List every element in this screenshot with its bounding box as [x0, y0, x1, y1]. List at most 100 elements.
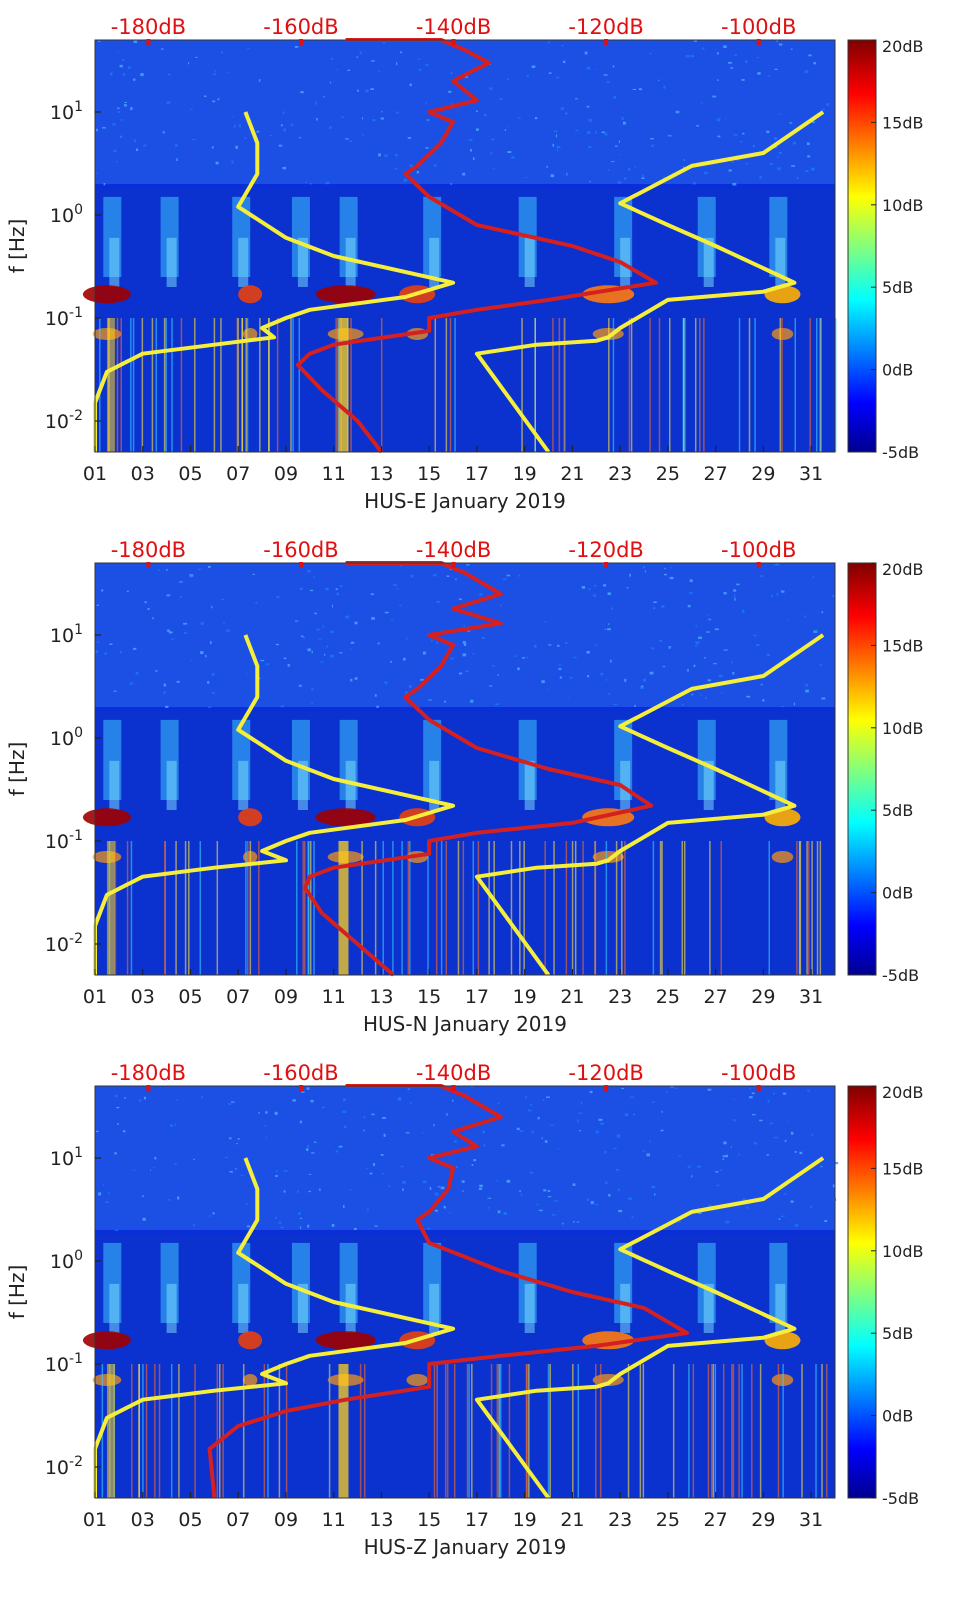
noise-speck — [560, 107, 565, 110]
noise-speck — [805, 689, 809, 693]
noise-speck — [225, 629, 230, 632]
noise-speck — [372, 1163, 375, 1166]
noise-speck — [677, 1220, 681, 1223]
colorbar-label: 5dB — [882, 278, 913, 297]
transient — [642, 1363, 645, 1498]
noise-speck — [547, 40, 550, 44]
noise-speck — [425, 102, 427, 105]
noise-speck — [378, 70, 380, 73]
noise-speck — [391, 619, 394, 622]
noise-speck — [174, 144, 178, 147]
transient — [801, 1363, 803, 1498]
y-tick-label: 101 — [50, 622, 83, 647]
noise-speck — [780, 705, 784, 708]
transient — [681, 840, 684, 975]
transient — [164, 840, 166, 975]
noise-speck — [142, 1217, 146, 1221]
transient — [445, 840, 448, 975]
noise-speck — [296, 1190, 299, 1193]
noise-speck — [336, 69, 338, 71]
noise-speck — [783, 1193, 787, 1195]
noise-speck — [773, 1092, 776, 1095]
transient — [811, 840, 813, 975]
transient — [361, 840, 363, 975]
noise-speck — [422, 1132, 424, 1134]
noise-speck — [314, 612, 317, 615]
noise-speck — [209, 641, 212, 645]
noise-speck — [305, 181, 308, 183]
noise-speck — [774, 68, 778, 71]
transient — [222, 1363, 224, 1498]
transient — [477, 840, 480, 975]
noise-speck — [707, 1088, 712, 1091]
noise-speck — [730, 661, 733, 664]
noise-speck — [611, 607, 614, 610]
noise-speck — [805, 170, 809, 173]
panel-2: 01 03 05 07 09 11 13 15 17 19 21 23 25 27 29 31 HUS-N Ja… — [5, 538, 924, 1036]
noise-speck — [117, 107, 120, 109]
noise-speck — [777, 167, 781, 171]
noise-speck — [339, 585, 343, 587]
transient — [457, 840, 460, 975]
transient — [694, 317, 697, 452]
noise-speck — [309, 1173, 312, 1175]
microseism-peak — [82, 285, 131, 304]
transient — [245, 840, 247, 975]
noise-speck — [604, 1181, 608, 1184]
transient — [216, 1363, 219, 1498]
transient — [171, 317, 173, 452]
noise-speck — [587, 675, 590, 678]
noise-speck — [97, 641, 100, 643]
noise-speck — [586, 105, 590, 108]
noise-speck — [122, 59, 124, 61]
noise-speck — [459, 672, 463, 675]
transient — [510, 840, 513, 975]
noise-speck — [384, 681, 388, 684]
x-tick-label: 01 — [83, 463, 107, 485]
transient — [392, 840, 394, 975]
noise-speck — [465, 670, 469, 673]
noise-speck — [792, 141, 797, 145]
noise-speck — [319, 1188, 321, 1192]
noise-speck — [166, 594, 171, 597]
noise-speck — [482, 637, 485, 639]
noise-speck — [124, 1097, 126, 1099]
noise-speck — [425, 147, 429, 149]
noise-speck — [365, 1167, 369, 1169]
noise-speck — [228, 1137, 232, 1140]
noise-speck — [133, 647, 137, 650]
noise-speck — [659, 639, 663, 642]
noise-speck — [626, 587, 629, 589]
transient — [621, 840, 623, 975]
noise-speck — [641, 177, 645, 179]
noise-speck — [542, 1099, 545, 1101]
transient — [236, 317, 239, 452]
noise-speck — [603, 584, 607, 587]
noise-speck — [456, 1166, 458, 1168]
noise-speck — [96, 604, 99, 606]
noise-speck — [799, 1151, 803, 1155]
noise-speck — [638, 88, 642, 91]
noise-speck — [706, 631, 710, 633]
noise-speck — [306, 1087, 310, 1090]
transient — [816, 840, 819, 975]
colorbar-label: 10dB — [882, 719, 924, 738]
top-tick-mark — [756, 562, 761, 568]
noise-speck — [144, 601, 147, 604]
noise-speck — [280, 124, 283, 127]
transient — [652, 840, 655, 975]
microseism-secondary — [771, 850, 794, 863]
transient-band — [106, 317, 115, 452]
noise-speck — [594, 1204, 599, 1206]
x-tick-label: 25 — [656, 1509, 680, 1531]
transient — [453, 1363, 456, 1498]
x-tick-label: 21 — [560, 463, 584, 485]
noise-speck — [310, 183, 312, 185]
x-tick-label: 07 — [226, 986, 250, 1008]
noise-speck — [790, 1200, 794, 1203]
y-tick-label: 100 — [50, 1248, 83, 1273]
transient — [163, 317, 166, 452]
noise-speck — [95, 172, 97, 174]
transient — [165, 317, 167, 452]
top-tick-label: -140dB — [416, 538, 491, 562]
